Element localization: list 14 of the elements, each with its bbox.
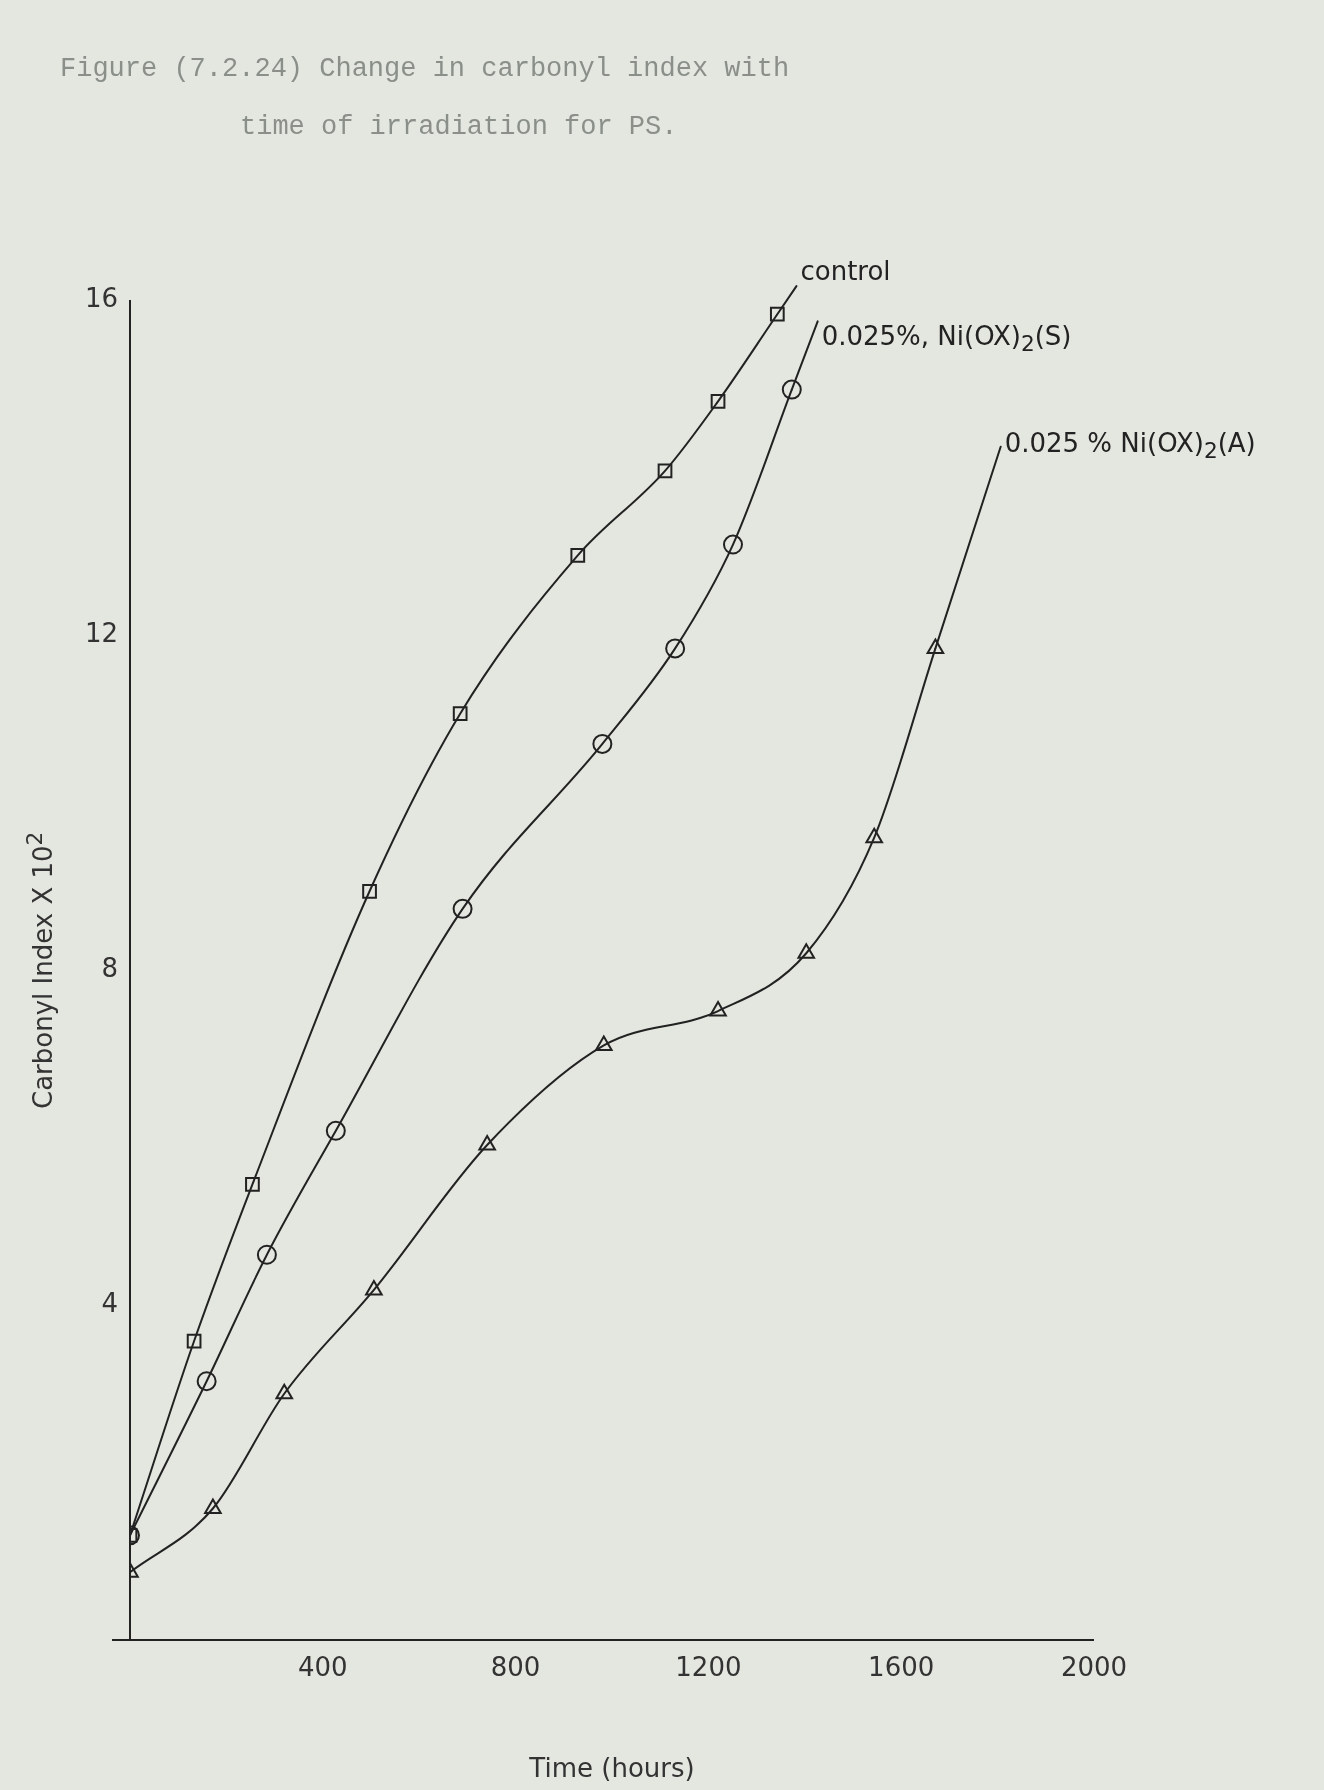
x-axis-title: Time (hours): [528, 1753, 695, 1784]
y-tick-label: 16: [84, 282, 118, 313]
series-label: 0.025%, Ni(OX)$_{2}$(S): [821, 321, 1072, 359]
x-tick-label: 1200: [675, 1652, 742, 1683]
chart-title: Figure (7.2.24) Change in carbonyl index with time of irradiation for PS.: [60, 53, 790, 144]
x-tick-label: 1600: [868, 1652, 935, 1683]
x-tick-label: 400: [297, 1652, 348, 1683]
text: 0.025 % Ni(OX)$_{2}$(A): [1004, 427, 1256, 465]
y-tick-label: 4: [101, 1287, 118, 1318]
y-tick-label: 8: [101, 952, 118, 983]
series-label: control: [800, 256, 891, 287]
x-tick-label: 800: [490, 1652, 541, 1683]
y-tick-label: 12: [84, 617, 118, 648]
x-tick-label: 2000: [1060, 1652, 1128, 1683]
